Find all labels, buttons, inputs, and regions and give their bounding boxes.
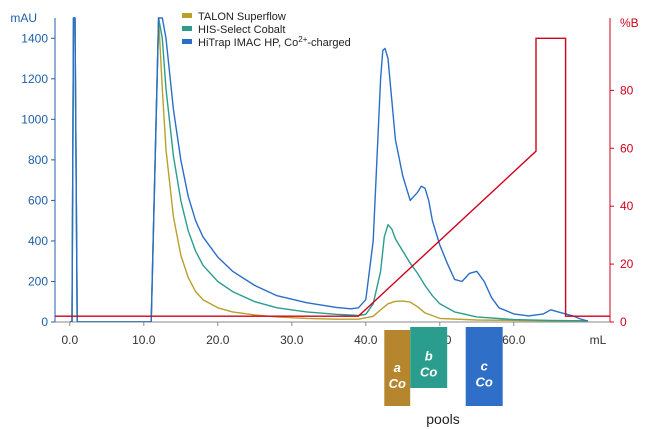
axes-layer: 0 200 400 600 800 1000 1200 1400 mAU 0 20 40 60 80 %B 0… — [10, 11, 638, 347]
series-line-3 — [69, 17, 588, 322]
pool-label-top: a — [394, 360, 401, 375]
y-right-tick-label: 20 — [620, 257, 634, 271]
y-left-tick-label: 600 — [28, 193, 48, 207]
legend-swatch — [182, 39, 192, 44]
pool-label-top: b — [425, 349, 433, 364]
x-tick-label: 30.0 — [280, 333, 304, 347]
y-left-tick-label: 0 — [41, 315, 48, 329]
x-axis-unit: mL — [590, 333, 607, 347]
legend-swatch — [182, 13, 192, 18]
pool-label-bottom: Co — [389, 376, 406, 391]
y-right-tick-label: 0 — [620, 315, 627, 329]
pool-label-bottom: Co — [420, 365, 437, 380]
pool-label-bottom: Co — [476, 374, 493, 389]
y-left-tick-label: 1200 — [21, 72, 48, 86]
y-left-tick-label: 400 — [28, 234, 48, 248]
y-left-unit: mAU — [10, 11, 37, 25]
x-tick-label: 10.0 — [132, 333, 156, 347]
legend-label: HIS-Select Cobalt — [198, 24, 285, 36]
y-right-tick-label: 80 — [620, 83, 634, 97]
x-tick-label: 20.0 — [206, 333, 230, 347]
y-right-tick-label: 60 — [620, 141, 634, 155]
pool-label-top: c — [481, 358, 489, 373]
pool-box-b — [410, 327, 448, 388]
pool-box-c — [465, 327, 503, 406]
legend-swatch — [182, 26, 192, 31]
pool-box-a — [384, 330, 411, 406]
y-left-tick-label: 1400 — [21, 31, 48, 45]
y-left-tick-label: 1000 — [21, 112, 48, 126]
pools-caption: pools — [426, 411, 459, 427]
series-layer — [55, 17, 610, 322]
y-left-tick-label: 800 — [28, 153, 48, 167]
y-left-tick-label: 200 — [28, 274, 48, 288]
series-line-2 — [69, 17, 588, 322]
series-line-1 — [69, 17, 588, 322]
gradient-line — [55, 37, 610, 317]
y-right-tick-label: 40 — [620, 199, 634, 213]
y-right-unit: %B — [620, 16, 639, 30]
x-tick-label: 40.0 — [354, 333, 378, 347]
x-tick-label: 60.0 — [502, 333, 526, 347]
legend-label: TALON Superflow — [198, 11, 286, 23]
legend-label: HiTrap IMAC HP, Co2+-charged — [198, 35, 351, 49]
x-tick-label: 0.0 — [61, 333, 78, 347]
